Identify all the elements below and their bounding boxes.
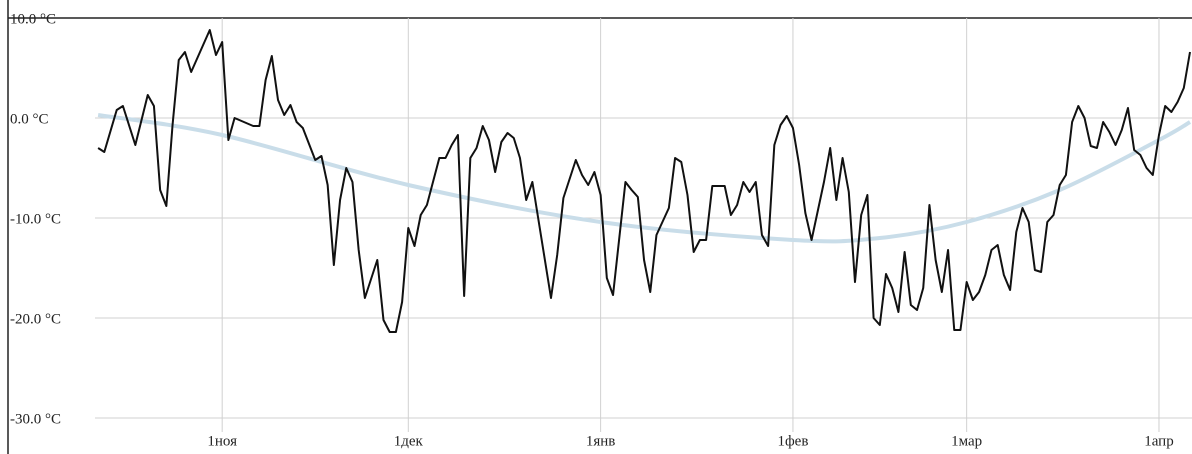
x-tick-label: 1ноя bbox=[207, 433, 237, 449]
y-tick-label: -20.0 °C bbox=[10, 311, 61, 327]
y-tick-label: -30.0 °C bbox=[10, 411, 61, 427]
y-tick-label: -10.0 °C bbox=[10, 211, 61, 227]
y-tick-label: 0.0 °C bbox=[10, 111, 49, 127]
x-tick-label: 1янв bbox=[586, 433, 616, 449]
line bbox=[97, 113, 1192, 244]
x-tick-label: 1дек bbox=[394, 433, 424, 449]
x-tick-label: 1мар bbox=[951, 433, 982, 449]
x-tick-label: 1апр bbox=[1144, 433, 1174, 449]
line bbox=[97, 29, 1191, 333]
y-tick-label: 10.0 °C bbox=[10, 11, 56, 27]
x-tick-label: 1фев bbox=[777, 433, 808, 449]
